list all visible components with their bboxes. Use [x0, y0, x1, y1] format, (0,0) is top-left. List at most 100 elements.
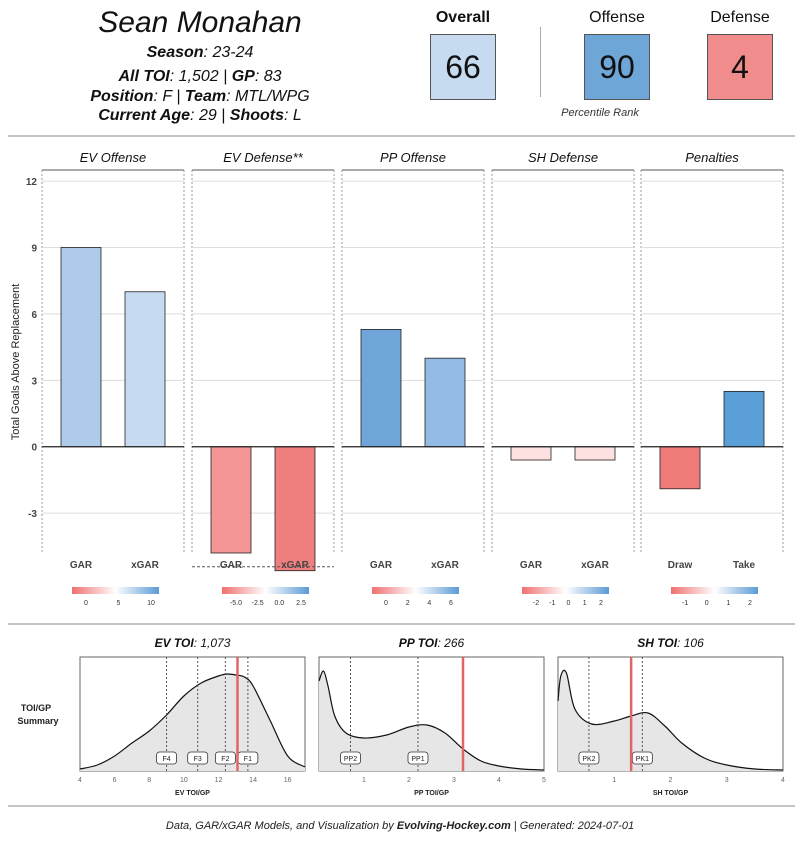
quantile-label-box — [156, 751, 177, 765]
legend-colorbar — [671, 587, 758, 594]
quantile-label: F1 — [244, 756, 252, 763]
overall-rank-box: 66 — [430, 34, 496, 100]
toi-panel-title: PP TOI: 266 — [399, 636, 465, 650]
bar-take — [723, 390, 765, 448]
x-tick-label: Draw — [668, 560, 693, 571]
x-tick-label: 4 — [497, 777, 501, 784]
legend-colorbar — [372, 587, 459, 594]
panel-title: PP Offense — [380, 150, 446, 165]
footer-credit: Data, GAR/xGAR Models, and Visualization… — [165, 820, 635, 832]
quantile-label: PK2 — [582, 756, 595, 763]
density-area — [558, 670, 783, 771]
panel-title: Penalties — [685, 150, 739, 165]
defense-rank-label: Defense — [710, 9, 770, 26]
rank-divider — [540, 27, 541, 97]
legend-tick-label: 2 — [599, 600, 603, 607]
toi-panel-title: EV TOI: 1,073 — [155, 636, 231, 650]
bar-gar — [360, 328, 402, 448]
toi-summary-label: TOI/GP — [21, 703, 51, 713]
offense-rank-box: 90 — [584, 34, 650, 100]
quantile-label: F2 — [221, 756, 229, 763]
legend-tick-label: 2 — [406, 600, 410, 607]
quantile-label-box — [187, 751, 209, 765]
x-tick-label: 4 — [781, 777, 785, 784]
x-tick-label: 3 — [725, 777, 729, 784]
x-tick-label: 8 — [147, 777, 151, 784]
toi-line: All TOI: 1,502 | GP: 83 — [118, 68, 282, 85]
legend-tick-label: 2 — [748, 600, 752, 607]
x-tick-label: xGAR — [281, 560, 310, 571]
quantile-label: PK1 — [636, 756, 649, 763]
x-tick-label: xGAR — [581, 560, 610, 571]
y-axis-label: Total Goals Above Replacement — [10, 284, 22, 441]
quantile-label-box — [578, 751, 600, 765]
x-tick-label: GAR — [520, 560, 543, 571]
toi-panel-title: SH TOI: 106 — [637, 636, 704, 650]
x-tick-label: GAR — [70, 560, 93, 571]
density-area — [80, 673, 305, 771]
footer-site: Evolving-Hockey.com — [396, 820, 511, 832]
panel-title: EV Defense** — [223, 150, 303, 165]
x-axis-label: PP TOI/GP — [414, 790, 449, 797]
x-tick-label: 5 — [542, 777, 546, 784]
season-line: Season: 23-24 — [146, 44, 254, 61]
gar-bar-charts: Total Goals Above Replacement-3036912EV … — [10, 150, 784, 607]
y-tick-label: -3 — [28, 509, 37, 520]
legend-tick-label: 0.0 — [274, 600, 284, 607]
legend-tick-label: -2.5 — [252, 600, 264, 607]
y-tick-label: 3 — [31, 376, 37, 387]
x-tick-label: GAR — [370, 560, 393, 571]
quantile-label-box — [340, 751, 361, 765]
bar-draw — [659, 446, 701, 490]
x-tick-label: xGAR — [431, 560, 460, 571]
y-tick-label: 0 — [31, 443, 37, 454]
legend-tick-label: -2 — [533, 600, 539, 607]
x-axis-label: EV TOI/GP — [175, 790, 210, 797]
legend-tick-label: 4 — [427, 600, 431, 607]
legend-colorbar — [72, 587, 159, 594]
legend-tick-label: -5.0 — [230, 600, 242, 607]
legend-tick-label: 1 — [726, 600, 730, 607]
density-curve — [557, 669, 784, 771]
x-tick-label: xGAR — [131, 560, 160, 571]
quantile-label-box — [407, 751, 429, 765]
panel-title: EV Offense — [80, 150, 146, 165]
bar-gar — [510, 446, 552, 461]
x-tick-label: 2 — [669, 777, 673, 784]
x-tick-label: GAR — [220, 560, 243, 571]
quantile-label: F3 — [194, 756, 202, 763]
offense-rank-label: Offense — [589, 9, 645, 26]
toi-density-charts: TOI/GP Summary EV TOI: 1,073 F4 F3 F2 F1 4 6 8 10 1… — [17, 636, 785, 797]
density-area — [319, 670, 544, 771]
x-tick-label: Take — [733, 560, 755, 571]
bar-xgar — [574, 446, 616, 461]
x-tick-label: 3 — [452, 777, 456, 784]
age-line: Current Age: 29 | Shoots: L — [98, 107, 302, 124]
x-tick-label: 12 — [215, 777, 223, 784]
legend-tick-label: -1 — [682, 600, 688, 607]
x-tick-label: 1 — [362, 777, 366, 784]
density-curve — [79, 673, 306, 770]
legend-tick-label: 0 — [705, 600, 709, 607]
x-tick-label: 1 — [612, 777, 616, 784]
quantile-label: PP2 — [344, 756, 357, 763]
y-tick-label: 9 — [31, 243, 37, 254]
legend-colorbar — [222, 587, 309, 594]
legend-tick-label: 2.5 — [296, 600, 306, 607]
x-tick-label: 10 — [180, 777, 188, 784]
quantile-label-box — [214, 751, 236, 765]
bar-xgar — [124, 291, 166, 448]
x-axis-label: SH TOI/GP — [653, 790, 689, 797]
legend-tick-label: 5 — [117, 600, 121, 607]
overall-rank-label: Overall — [435, 9, 491, 26]
legend-tick-label: 0 — [567, 600, 571, 607]
bar-xgar — [424, 357, 466, 448]
position-line: Position: F | Team: MTL/WPG — [90, 88, 310, 105]
x-tick-label: 6 — [113, 777, 117, 784]
legend-tick-label: 6 — [449, 600, 453, 607]
y-tick-label: 12 — [26, 177, 38, 188]
x-tick-label: 2 — [407, 777, 411, 784]
quantile-label: F4 — [162, 756, 170, 763]
percentile-caption: Percentile Rank — [561, 107, 639, 119]
